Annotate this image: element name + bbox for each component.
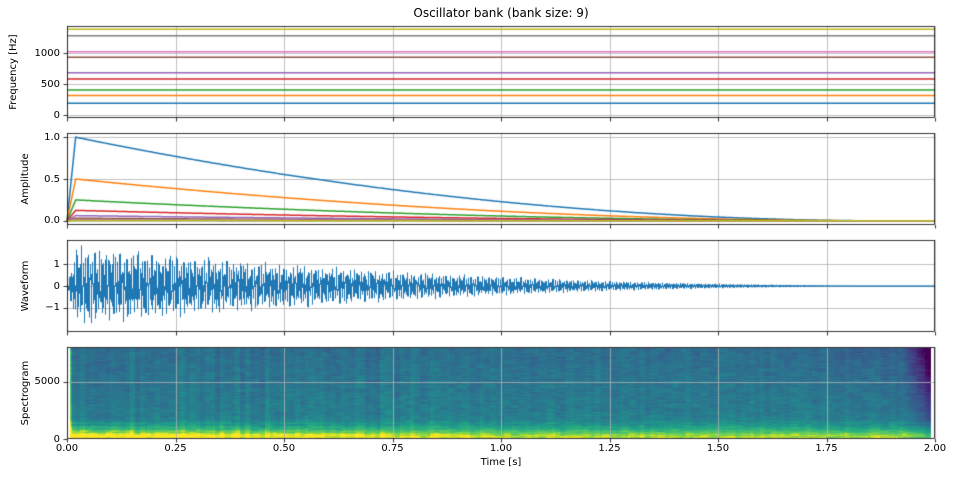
y-tick-label: 1000 (34, 47, 60, 59)
x-tick-label: 0.75 (381, 443, 404, 454)
y-tick-label: 1 (53, 258, 60, 270)
x-tick-label: 1.75 (815, 443, 838, 454)
y-tick-label: 500 (40, 78, 60, 90)
y-tick-label: 0.0 (44, 215, 60, 227)
x-tick-label: 0.25 (164, 443, 187, 454)
x-axis-label: Time [s] (480, 457, 522, 468)
y-tick-label: 5000 (34, 376, 60, 387)
y-tick-label: 0.5 (44, 173, 60, 185)
x-tick-label: 1.00 (489, 443, 513, 454)
x-tick-label: 2.00 (923, 443, 947, 454)
y-tick-label: 0 (53, 433, 60, 445)
x-tick-label: 0.00 (55, 443, 79, 454)
x-tick-label: 0.50 (272, 443, 296, 454)
figure-title: Oscillator bank (bank size: 9) (413, 6, 589, 20)
y-tick-label: 1.0 (44, 131, 60, 143)
x-tick-label: 1.50 (706, 443, 730, 454)
x-tick-label: 1.25 (598, 443, 621, 454)
y-tick-label: −1 (45, 302, 60, 314)
y-tick-label: 0 (53, 280, 60, 292)
y-tick-label: 0 (53, 109, 60, 121)
